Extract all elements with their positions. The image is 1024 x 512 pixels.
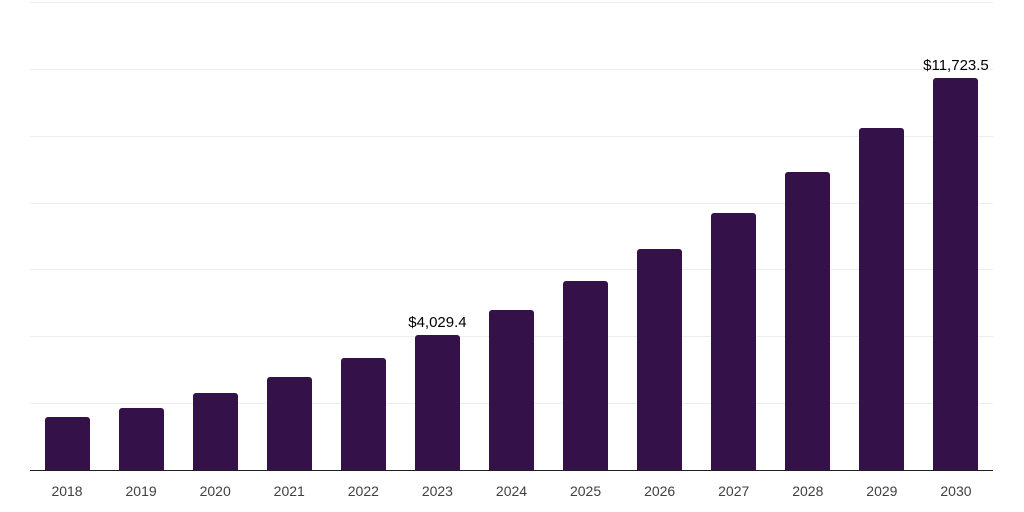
x-tick-label-2025: 2025 xyxy=(569,483,602,499)
gridline xyxy=(30,202,993,204)
bar-2030 xyxy=(933,78,979,470)
bar-2022 xyxy=(340,358,386,470)
x-tick-label-2027: 2027 xyxy=(718,483,750,499)
x-tick-label-2026: 2026 xyxy=(644,483,676,499)
x-tick-label-2028: 2028 xyxy=(792,483,824,499)
gridline xyxy=(30,2,993,3)
x-tick-label-2019: 2019 xyxy=(125,483,157,499)
bar-2020 xyxy=(192,393,238,470)
bar-2019 xyxy=(118,408,164,470)
x-tick-label-2018: 2018 xyxy=(51,483,83,499)
gridline xyxy=(30,135,993,137)
x-tick-label-2020: 2020 xyxy=(199,483,231,499)
bar-2023 xyxy=(414,335,460,470)
bar-2026 xyxy=(637,249,683,470)
x-axis-line xyxy=(30,470,993,472)
bar-2018 xyxy=(44,417,90,470)
x-tick-label-2022: 2022 xyxy=(347,483,379,499)
bar-2029 xyxy=(859,127,905,470)
bar-2027 xyxy=(711,213,757,470)
gridline xyxy=(30,269,993,271)
x-tick-label-2029: 2029 xyxy=(866,483,898,499)
bar-2025 xyxy=(563,281,609,470)
x-tick-label-2024: 2024 xyxy=(495,483,528,499)
bar-2021 xyxy=(266,377,312,470)
x-tick-label-2021: 2021 xyxy=(273,483,305,499)
gridline xyxy=(30,68,993,70)
data-label-2023: $4,029.4 xyxy=(408,314,467,332)
bar-2024 xyxy=(489,310,534,470)
data-label-2030: $11,723.5 xyxy=(923,57,989,75)
x-tick-label-2030: 2030 xyxy=(940,483,972,499)
bar-2028 xyxy=(785,172,831,470)
x-tick-label-2023: 2023 xyxy=(421,483,453,499)
